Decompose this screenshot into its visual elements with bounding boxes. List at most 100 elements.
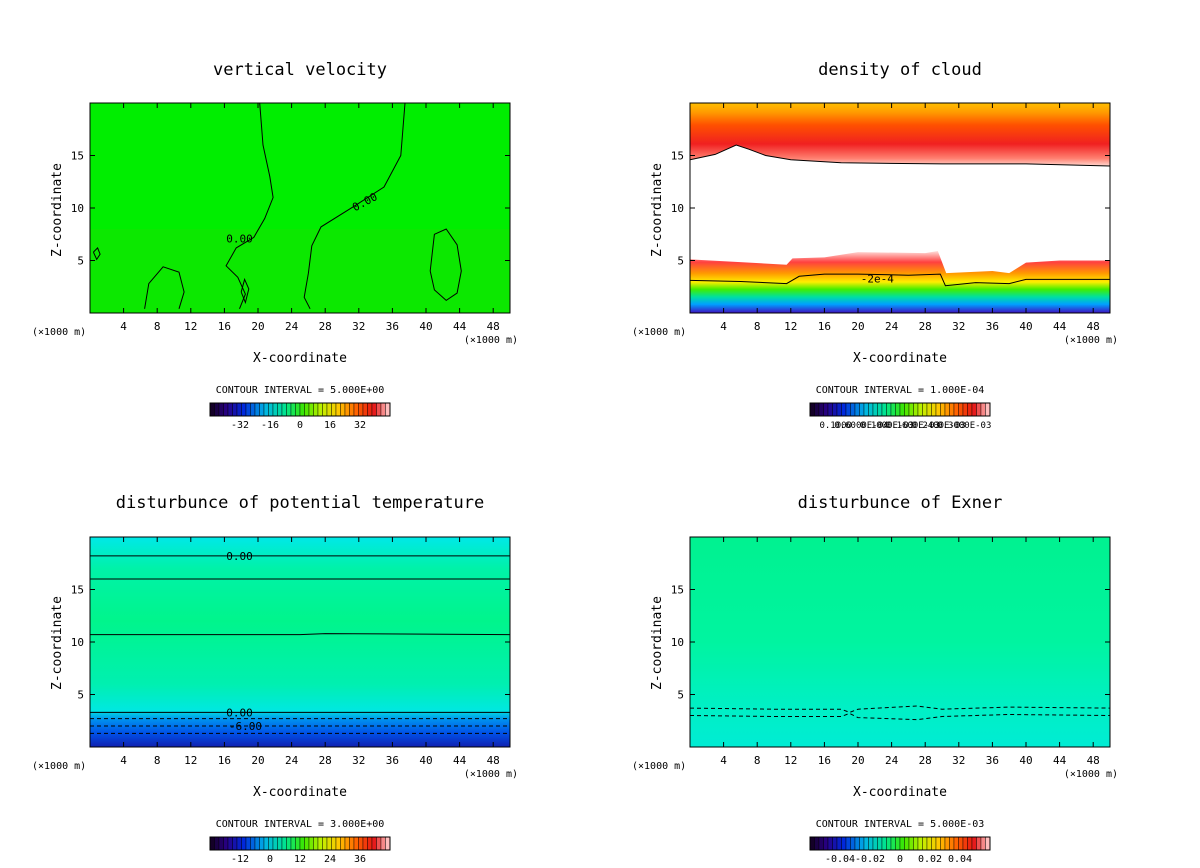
x-unit-left: (×1000 m): [32, 761, 86, 772]
x-tick-label: 4: [720, 754, 727, 767]
colorbar-cell: [962, 836, 968, 851]
x-unit-right: (×1000 m): [464, 335, 518, 346]
x-tick-label: 24: [285, 754, 299, 767]
colorbar-cell: [385, 836, 391, 851]
colorbar-cell: [335, 402, 341, 417]
colorbar-cell: [895, 402, 901, 417]
y-tick-label: 15: [671, 150, 684, 163]
colorbar-cell: [313, 402, 319, 417]
x-unit-right: (×1000 m): [464, 769, 518, 780]
colorbar-cell: [349, 402, 355, 417]
colorbar-cell: [241, 836, 247, 851]
colorbar-label: 36: [354, 854, 366, 865]
colorbar-label: 16: [324, 420, 336, 431]
colorbar-cell: [962, 402, 968, 417]
colorbar-cell: [385, 402, 391, 417]
field-fill: [90, 103, 510, 313]
colorbar-cell: [823, 402, 829, 417]
x-axis-label: X-coordinate: [253, 785, 347, 800]
colorbar-cell: [890, 836, 896, 851]
y-tick-label: 5: [77, 689, 84, 702]
colorbar-cell: [859, 836, 865, 851]
x-tick-label: 48: [487, 754, 500, 767]
colorbar-cell: [931, 836, 937, 851]
x-tick-label: 48: [1087, 320, 1100, 333]
y-tick-label: 5: [677, 255, 684, 268]
colorbar-label: -12: [231, 854, 249, 865]
colorbar: 0.10000.6000E-040.1000E-030.1600E-030.24…: [809, 402, 991, 431]
x-tick-label: 8: [154, 320, 161, 333]
colorbar: -32 -16 0 16 32: [209, 402, 391, 431]
colorbar-cell: [872, 836, 878, 851]
colorbar-cell: [268, 836, 274, 851]
colorbar-cell: [985, 402, 991, 417]
colorbar-cell: [250, 836, 256, 851]
colorbar-cell: [809, 836, 815, 851]
colorbar-cell: [259, 402, 265, 417]
colorbar-cell: [308, 402, 314, 417]
colorbar-cell: [367, 402, 373, 417]
panel-title: density of cloud: [818, 60, 982, 80]
contour-line: [690, 712, 1110, 721]
colorbar-cell: [340, 836, 346, 851]
x-tick-label: 32: [352, 320, 365, 333]
colorbar-cell: [223, 836, 229, 851]
field-fill: [690, 537, 1110, 747]
x-tick-label: 40: [419, 754, 432, 767]
colorbar-cell: [922, 836, 928, 851]
colorbar-cell: [854, 402, 860, 417]
x-tick-label: 48: [487, 320, 500, 333]
cloud-band-upper: [690, 103, 1110, 166]
colorbar-cell: [299, 836, 305, 851]
colorbar-cell: [976, 402, 982, 417]
colorbar-cell: [250, 402, 256, 417]
colorbar-frame: [209, 836, 391, 851]
colorbar-cell: [850, 402, 856, 417]
colorbar-frame: [809, 836, 991, 851]
colorbar-cell: [227, 402, 233, 417]
colorbar-cell: [940, 836, 946, 851]
colorbar-cell: [904, 402, 910, 417]
colorbar-cell: [236, 402, 242, 417]
colorbar-cell: [895, 836, 901, 851]
colorbar-label: 0: [297, 420, 303, 431]
colorbar-cell: [295, 836, 301, 851]
colorbar-cell: [827, 836, 833, 851]
colorbar-cell: [281, 836, 287, 851]
x-tick-label: 4: [120, 320, 127, 333]
contour-label: 0.00: [226, 232, 253, 245]
colorbar-label: -0.02: [855, 854, 885, 865]
colorbar-cell: [295, 402, 301, 417]
colorbar-cell: [908, 836, 914, 851]
contour-interval-text: CONTOUR INTERVAL = 1.000E-04: [816, 385, 985, 396]
colorbar-cell: [362, 836, 368, 851]
field: 0.000.00: [90, 103, 510, 313]
colorbar-cell: [376, 836, 382, 851]
x-tick-label: 40: [1019, 320, 1032, 333]
contour-line: [690, 705, 1110, 713]
colorbar-cell: [904, 836, 910, 851]
colorbar-cell: [263, 836, 269, 851]
colorbar-cell: [380, 402, 386, 417]
colorbar-cell: [353, 836, 359, 851]
y-tick-label: 10: [71, 636, 84, 649]
colorbar-cell: [859, 402, 865, 417]
colorbar-cell: [881, 836, 887, 851]
colorbar-cell: [371, 402, 377, 417]
contour-line: [90, 633, 510, 636]
panel-title: disturbunce of Exner: [798, 493, 1003, 513]
colorbar-cell: [971, 836, 977, 851]
colorbar-cell: [863, 836, 869, 851]
x-tick-label: 20: [851, 320, 864, 333]
colorbar-cell: [308, 836, 314, 851]
colorbar-cell: [841, 402, 847, 417]
colorbar-cell: [850, 836, 856, 851]
colorbar-cell: [899, 402, 905, 417]
colorbar-cell: [935, 836, 941, 851]
colorbar-frame: [209, 402, 391, 417]
colorbar-cell: [277, 402, 283, 417]
panel-title: vertical velocity: [213, 60, 387, 80]
colorbar-cell: [277, 836, 283, 851]
x-tick-label: 36: [986, 754, 999, 767]
